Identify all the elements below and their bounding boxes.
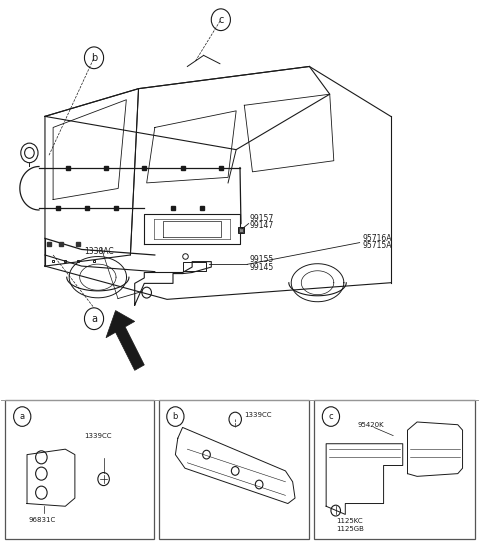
Bar (5, 400, 154, 539)
Text: 1338AC: 1338AC (84, 247, 114, 256)
Text: 1125KC: 1125KC (336, 518, 362, 524)
Text: 95420K: 95420K (357, 422, 384, 428)
Text: 1339CC: 1339CC (84, 433, 112, 439)
Polygon shape (106, 311, 144, 371)
Text: 1125GB: 1125GB (336, 526, 363, 532)
Text: 99147: 99147 (250, 221, 274, 230)
Text: c: c (218, 15, 224, 25)
Text: a: a (20, 412, 25, 421)
Text: 99155: 99155 (250, 256, 274, 264)
Bar (158, 400, 310, 539)
Bar (314, 400, 475, 539)
Text: 96831C: 96831C (28, 517, 56, 523)
Text: 1339CC: 1339CC (244, 412, 271, 418)
Text: b: b (91, 53, 97, 63)
Text: 99145: 99145 (250, 263, 274, 271)
Text: 99157: 99157 (250, 214, 274, 223)
Text: a: a (91, 314, 97, 324)
Text: c: c (329, 412, 333, 421)
Text: 95716A: 95716A (362, 234, 392, 243)
Text: b: b (173, 412, 178, 421)
Text: 95715A: 95715A (362, 241, 392, 250)
